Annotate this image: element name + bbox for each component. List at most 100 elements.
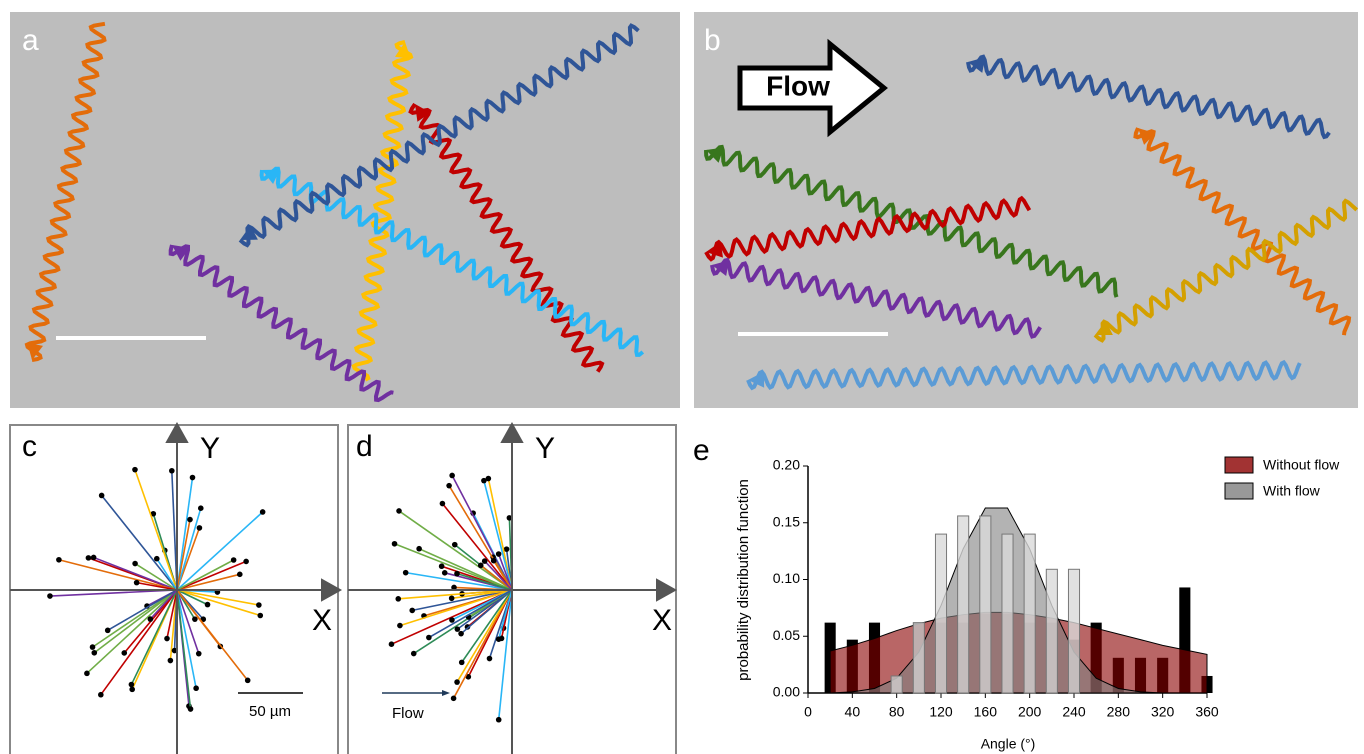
trajectory-end xyxy=(171,647,178,654)
track-arrowhead xyxy=(262,169,280,185)
trajectory-end xyxy=(164,635,170,642)
trajectory xyxy=(130,589,178,685)
trajectory xyxy=(134,469,178,591)
trajectory-end xyxy=(485,475,492,482)
sperm-track xyxy=(24,21,107,362)
trajectory-end xyxy=(256,602,262,608)
trajectory-end xyxy=(477,562,484,569)
track-arrowhead xyxy=(394,42,411,59)
trajectory-end xyxy=(89,644,96,650)
trajectory xyxy=(166,589,178,639)
trajectory xyxy=(93,589,178,654)
trajectory-end xyxy=(481,477,487,484)
trajectory-end xyxy=(454,679,460,685)
x-tick-label: 80 xyxy=(889,704,905,720)
sperm-track xyxy=(1093,198,1359,343)
panel-label: b xyxy=(704,24,721,57)
flow-label: Flow xyxy=(766,70,830,101)
trajectory-end xyxy=(449,617,455,623)
trajectory-end xyxy=(153,555,160,562)
trajectory xyxy=(391,589,513,645)
trajectory-end xyxy=(133,579,140,586)
trajectory-end xyxy=(187,706,194,712)
sperm-track xyxy=(710,257,1042,339)
scale-label: 50 µm xyxy=(249,703,291,720)
trajectory-end xyxy=(416,545,422,552)
trajectory-end xyxy=(495,636,502,642)
trajectory-end xyxy=(128,681,135,688)
trajectory xyxy=(412,589,513,612)
tracks xyxy=(24,21,1359,403)
trajectory xyxy=(399,589,513,627)
trajectory-end xyxy=(391,540,398,547)
bar xyxy=(957,515,970,694)
bar xyxy=(1045,568,1058,694)
sperm-track xyxy=(408,102,605,373)
trajectory-end xyxy=(503,546,510,552)
trajectory xyxy=(149,589,178,620)
trajectory-end xyxy=(481,558,488,564)
trajectory-end xyxy=(169,467,175,474)
trajectory xyxy=(493,560,513,591)
trajectory-end xyxy=(196,525,203,531)
y-tick-label: 0.00 xyxy=(773,684,800,700)
trajectory-end xyxy=(454,626,461,632)
trajectory-end xyxy=(147,616,154,622)
trajectory-end xyxy=(85,555,92,561)
x-tick-label: 320 xyxy=(1151,704,1175,720)
trajectory xyxy=(136,581,178,591)
trajectory-end xyxy=(192,616,198,622)
trajectory xyxy=(176,589,260,606)
trajectory-end xyxy=(446,482,452,489)
flow-arrow xyxy=(737,38,888,138)
trajectory xyxy=(480,564,513,591)
trajectory-end xyxy=(91,649,98,656)
trajectory-end xyxy=(448,595,455,602)
trajectory-end xyxy=(90,554,97,561)
trajectory xyxy=(394,543,513,591)
track-arrowhead xyxy=(968,57,986,73)
trajectory-end xyxy=(450,695,457,702)
trajectory-end xyxy=(410,650,417,657)
trajectory xyxy=(176,589,261,617)
trajectory xyxy=(487,478,513,591)
axis-label: Y xyxy=(200,432,220,465)
trajectory xyxy=(92,589,178,648)
trajectory-end xyxy=(56,556,62,563)
trajectory-end xyxy=(495,551,502,557)
track-arrowhead xyxy=(706,241,723,258)
y-tick-label: 0.15 xyxy=(773,513,800,529)
trajectory-end xyxy=(204,601,211,608)
panel-label: c xyxy=(22,430,37,463)
trajectory-end xyxy=(454,570,460,577)
x-tick-label: 40 xyxy=(845,704,861,720)
trajectory xyxy=(134,562,178,591)
trajectory xyxy=(176,589,197,689)
trajectory-end xyxy=(167,657,174,664)
track-arrowhead xyxy=(1095,320,1113,335)
trajectory-end xyxy=(104,627,111,634)
y-tick-label: 0.20 xyxy=(773,457,800,473)
trajectory-end xyxy=(439,500,446,507)
trajectory xyxy=(456,572,513,591)
trajectory xyxy=(176,573,240,591)
trajectory-end xyxy=(244,677,251,684)
trajectory-end xyxy=(195,650,202,657)
track-arrowhead xyxy=(172,245,190,261)
trajectory-end xyxy=(441,569,448,576)
trajectory-end xyxy=(47,593,53,599)
trajectory-end xyxy=(458,659,465,666)
trajectory xyxy=(58,559,178,591)
y-tick-label: 0.05 xyxy=(773,627,800,643)
trajectory xyxy=(484,560,513,591)
trajectory xyxy=(101,494,178,591)
trajectory xyxy=(176,589,208,606)
trajectory-end xyxy=(506,515,513,521)
trajectory xyxy=(86,589,178,674)
trajectory xyxy=(176,507,202,591)
trajectory xyxy=(176,589,249,681)
x-tick-label: 240 xyxy=(1062,704,1086,720)
trajectory-end xyxy=(395,596,402,602)
trajectory xyxy=(156,558,178,591)
